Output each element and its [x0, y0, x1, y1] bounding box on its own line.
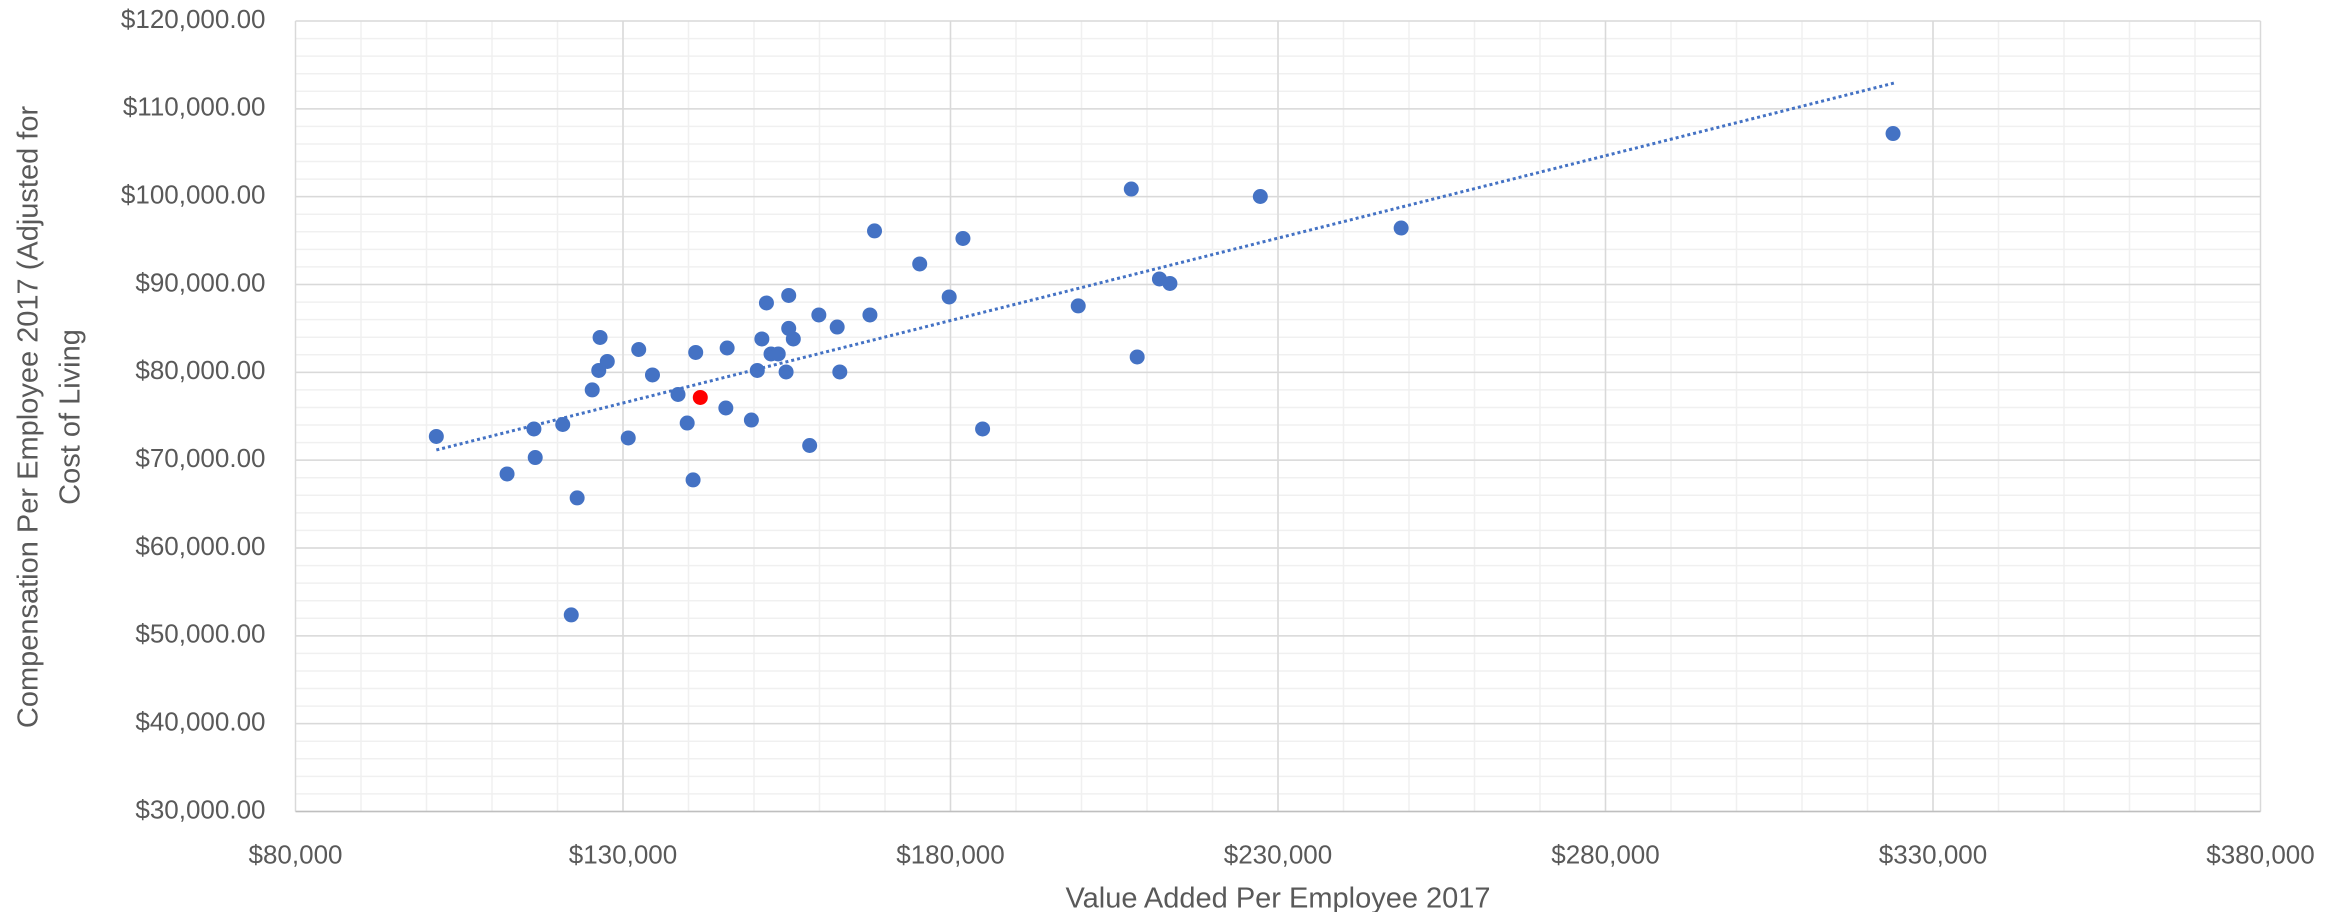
y-tick-label: $120,000.00	[121, 4, 266, 34]
point	[526, 421, 542, 437]
point	[758, 295, 774, 311]
point	[718, 400, 734, 416]
point	[1162, 275, 1178, 291]
trendline	[435, 81, 1897, 452]
point	[599, 353, 615, 369]
point	[1123, 181, 1139, 197]
y-tick-label: $40,000.00	[135, 707, 265, 737]
point	[802, 437, 818, 453]
x-tick-label: $130,000	[569, 839, 677, 869]
y-tick-label: $50,000.00	[135, 619, 265, 649]
point	[563, 607, 579, 623]
x-tick-label: $330,000	[1879, 839, 1987, 869]
point	[770, 346, 786, 362]
point	[862, 307, 878, 323]
point	[631, 341, 647, 357]
point	[644, 367, 660, 383]
point	[832, 364, 848, 380]
y-tick-label: $80,000.00	[135, 355, 265, 385]
x-tick-label: $230,000	[1224, 839, 1332, 869]
point	[592, 329, 608, 345]
point	[688, 344, 704, 360]
point	[584, 382, 600, 398]
point	[743, 412, 759, 428]
point	[679, 415, 695, 431]
marks	[428, 81, 1901, 623]
point	[1129, 349, 1145, 365]
point	[754, 331, 770, 347]
y-tick-label: $30,000.00	[135, 794, 265, 824]
x-tick-label: $180,000	[896, 839, 1004, 869]
point	[781, 287, 797, 303]
point	[941, 289, 957, 305]
x-tick-label: $80,000	[249, 839, 343, 869]
point	[912, 256, 928, 272]
grid	[294, 20, 2262, 813]
point	[1885, 126, 1901, 142]
point	[1070, 298, 1086, 314]
point	[955, 230, 971, 246]
point	[685, 472, 701, 488]
point	[867, 223, 883, 239]
point	[749, 362, 765, 378]
point	[975, 421, 991, 437]
point	[778, 364, 794, 380]
point	[785, 331, 801, 347]
point	[527, 450, 543, 466]
y-tick-label: $100,000.00	[121, 180, 266, 210]
point	[1393, 220, 1409, 236]
x-tick-label: $380,000	[2206, 839, 2314, 869]
point	[1252, 188, 1268, 204]
y-axis-title: Cost of Living	[55, 329, 87, 505]
point	[569, 490, 585, 506]
x-axis-title: Value Added Per Employee 2017	[1065, 883, 1490, 912]
y-tick-label: $60,000.00	[135, 531, 265, 561]
point	[499, 466, 515, 482]
point	[811, 307, 827, 323]
point	[719, 340, 735, 356]
point	[428, 428, 444, 444]
y-tick-label: $70,000.00	[135, 443, 265, 473]
y-tick-label: $110,000.00	[123, 92, 266, 122]
point	[620, 430, 636, 446]
point	[692, 389, 708, 405]
y-tick-label: $90,000.00	[135, 267, 265, 297]
point	[829, 319, 845, 335]
y-axis-title: Compensation Per Employee 2017 (Adjusted…	[13, 106, 45, 729]
point	[670, 386, 686, 402]
x-tick-label: $280,000	[1551, 839, 1659, 869]
point	[555, 417, 571, 433]
